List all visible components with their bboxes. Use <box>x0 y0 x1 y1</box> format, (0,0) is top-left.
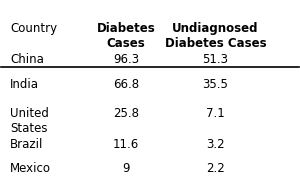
Text: Country: Country <box>10 22 57 35</box>
Text: 66.8: 66.8 <box>113 78 139 91</box>
Text: 9: 9 <box>122 162 130 175</box>
Text: 3.2: 3.2 <box>206 138 225 151</box>
Text: Brazil: Brazil <box>10 138 44 151</box>
Text: Diabetes
Cases: Diabetes Cases <box>97 22 156 50</box>
Text: 2.2: 2.2 <box>206 162 225 175</box>
Text: United
States: United States <box>10 107 49 135</box>
Text: China: China <box>10 53 44 66</box>
Text: 51.3: 51.3 <box>202 53 228 66</box>
Text: 35.5: 35.5 <box>202 78 228 91</box>
Text: Mexico: Mexico <box>10 162 51 175</box>
Text: 25.8: 25.8 <box>113 107 139 120</box>
Text: 7.1: 7.1 <box>206 107 225 120</box>
Text: 11.6: 11.6 <box>113 138 139 151</box>
Text: India: India <box>10 78 39 91</box>
Text: 96.3: 96.3 <box>113 53 139 66</box>
Text: Undiagnosed
Diabetes Cases: Undiagnosed Diabetes Cases <box>165 22 266 50</box>
